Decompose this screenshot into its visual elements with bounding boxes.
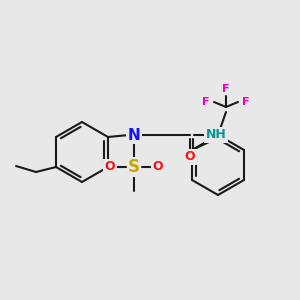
Text: F: F (202, 97, 210, 107)
Text: F: F (242, 97, 250, 107)
Text: S: S (128, 158, 140, 176)
Text: NH: NH (206, 128, 226, 142)
Text: F: F (222, 84, 230, 94)
Text: N: N (128, 128, 140, 142)
Text: O: O (105, 160, 115, 173)
Text: O: O (185, 151, 195, 164)
Text: O: O (153, 160, 163, 173)
